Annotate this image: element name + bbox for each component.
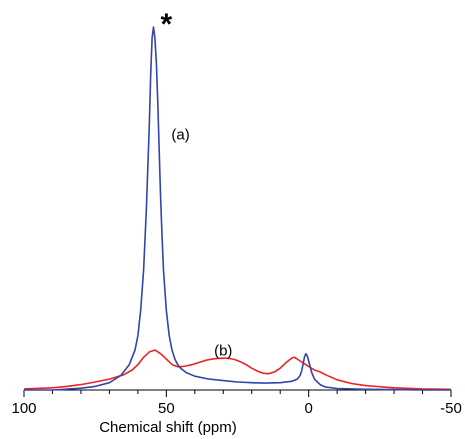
x-tick-label: -50	[440, 400, 462, 417]
spectrum-series	[23, 26, 452, 391]
peak-asterisk-label: *	[160, 8, 172, 41]
x-tick-label: 50	[158, 400, 175, 417]
x-tick-label: 0	[304, 400, 312, 417]
series-annotation-label: (b)	[214, 343, 232, 360]
series-line-a	[24, 26, 451, 391]
series-line-b	[23, 349, 452, 391]
series-annotation-label: (a)	[171, 127, 189, 144]
x-axis: 100 50 0 -50	[11, 389, 462, 417]
x-axis-title: Chemical shift (ppm)	[99, 419, 237, 436]
x-tick-label: 100	[11, 400, 36, 417]
annotations: * (a) (b)	[160, 8, 232, 359]
